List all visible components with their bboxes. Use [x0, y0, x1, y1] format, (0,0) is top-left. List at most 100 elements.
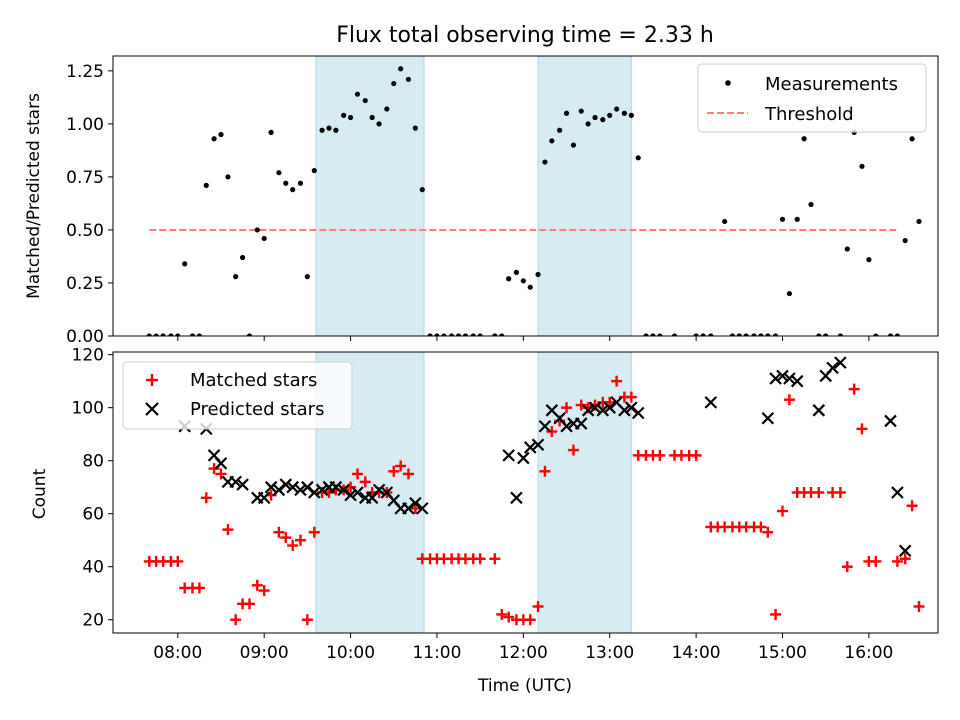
- measurement-point: [369, 114, 375, 121]
- measurement-point: [866, 257, 872, 263]
- measurement-point: [218, 131, 224, 138]
- predicted-star-point: [351, 486, 364, 499]
- predicted-star-point: [315, 483, 329, 497]
- measurement-point: [527, 284, 533, 290]
- measurement-point: [844, 246, 850, 252]
- measurement-point: [535, 271, 541, 278]
- matched-star-point: [503, 611, 515, 623]
- matched-star-point: [409, 502, 421, 514]
- measurement-point: [736, 333, 742, 336]
- measurement-point: [419, 187, 425, 193]
- matched-star-point: [474, 553, 486, 565]
- measurement-point: [211, 136, 217, 142]
- predicted-star-point: [229, 475, 242, 489]
- predicted-star-point: [603, 401, 617, 414]
- measurement-point: [894, 333, 900, 336]
- measurement-point: [520, 278, 526, 284]
- measurement-point: [578, 108, 584, 114]
- measurement-point: [708, 333, 714, 336]
- measurement-point: [823, 333, 829, 336]
- measurement-point: [311, 167, 317, 174]
- matched-star-point: [625, 391, 637, 403]
- measurement-point: [233, 274, 239, 280]
- measurement-point: [189, 333, 196, 336]
- predicted-star-point: [761, 411, 775, 425]
- matched-star-point: [913, 600, 925, 612]
- measurement-point: [268, 129, 274, 135]
- matched-star-point: [561, 402, 573, 414]
- measurement-point: [146, 333, 152, 336]
- matched-star-point: [308, 526, 320, 538]
- measurement-point: [333, 127, 339, 133]
- legend-measurements-label: Measurements: [765, 74, 898, 95]
- matched-star-point: [813, 487, 825, 498]
- measurement-point: [477, 333, 483, 336]
- matched-star-point: [841, 561, 853, 573]
- predicted-star-point: [279, 478, 293, 491]
- matched-star-point: [489, 553, 501, 565]
- predicted-star-point: [294, 483, 307, 497]
- predicted-star-point: [834, 356, 847, 369]
- measurement-point: [808, 201, 814, 208]
- matched-star-point: [762, 526, 774, 538]
- measurement-point: [873, 333, 879, 336]
- y-tick-label: 0.00: [66, 327, 104, 347]
- measurement-point: [153, 333, 159, 336]
- measurement-point: [751, 333, 757, 336]
- ratio-legend: Measurements Threshold: [697, 63, 927, 133]
- measurement-point: [887, 333, 894, 336]
- matched-star-point: [251, 579, 263, 591]
- matched-star-point: [532, 600, 544, 612]
- measurement-point: [499, 333, 505, 336]
- predicted-star-point: [769, 372, 782, 385]
- matched-star-point: [351, 468, 363, 480]
- ratio-y-axis-label: Matched/Predicted stars: [24, 93, 44, 299]
- matched-star-point: [783, 394, 795, 406]
- measurement-point: [254, 227, 260, 233]
- y-tick-label: 100: [72, 399, 104, 419]
- matched-star-point: [611, 375, 623, 387]
- predicted-star-point: [301, 480, 314, 494]
- observing-window-span: [537, 352, 632, 633]
- measurement-point: [441, 333, 447, 336]
- measurement-point: [347, 114, 354, 121]
- measurement-point: [700, 333, 706, 336]
- measurement-point: [225, 174, 231, 180]
- predicted-star-point: [402, 502, 415, 515]
- measurement-point: [570, 142, 577, 148]
- measurement-point: [391, 80, 397, 87]
- measurement-point: [326, 125, 332, 131]
- matched-star-point: [777, 505, 789, 517]
- predicted-star-point: [531, 438, 545, 452]
- y-tick-label: 80: [82, 452, 104, 472]
- matched-star-point: [222, 524, 234, 536]
- count-y-ticks: 20 40 60 80 100 120: [72, 346, 113, 631]
- predicted-star-point: [588, 401, 602, 414]
- count-legend: Matched stars Predicted stars: [122, 361, 353, 430]
- matched-star-point: [899, 553, 911, 565]
- measurement-point: [175, 333, 181, 336]
- y-tick-label: 60: [82, 505, 104, 525]
- ratio-legend-box: [697, 63, 927, 133]
- measurement-point: [585, 121, 591, 127]
- measurement-point: [600, 117, 606, 123]
- measurement-point: [160, 333, 166, 336]
- ratio-panel: 0.00 0.25 0.50 0.75 1.00 1.25 Matched/Predict…: [24, 55, 939, 347]
- measurement-point: [261, 235, 267, 242]
- predicted-star-point: [898, 544, 912, 558]
- measurement-point: [772, 333, 779, 336]
- measurement-point: [859, 163, 865, 169]
- measurement-point: [794, 216, 800, 222]
- count-x-ticks: 08:00 09:00 10:00 11:00 12:00 13:00 14:00 15:00…: [153, 633, 893, 663]
- measurement-point: [354, 91, 361, 97]
- predicted-star-point: [236, 478, 249, 491]
- x-tick-label: 09:00: [240, 643, 289, 663]
- predicted-star-point: [409, 496, 422, 510]
- measurement-point: [909, 136, 915, 142]
- measurement-point: [542, 159, 548, 165]
- y-tick-label: 0.50: [66, 221, 104, 241]
- measurement-point: [902, 237, 908, 244]
- predicted-star-point: [517, 451, 530, 465]
- predicted-star-point: [560, 419, 573, 433]
- y-tick-label: 0.25: [66, 274, 104, 294]
